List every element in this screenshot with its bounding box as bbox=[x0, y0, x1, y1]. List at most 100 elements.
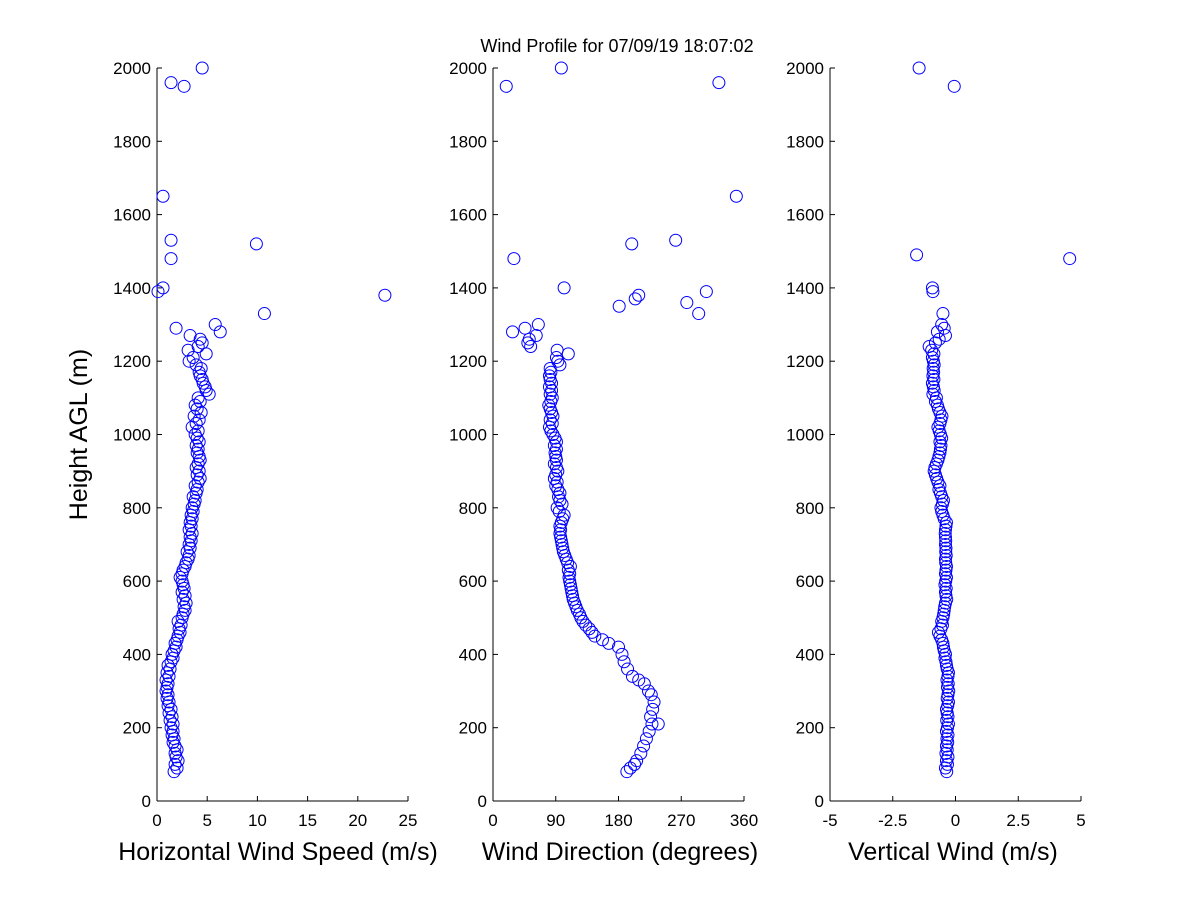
x-axis-label: Vertical Wind (m/s) bbox=[848, 838, 1058, 866]
data-point bbox=[177, 79, 191, 93]
data-point bbox=[176, 563, 190, 577]
data-point bbox=[188, 479, 202, 493]
x-tick-label: 360 bbox=[730, 811, 758, 830]
data-point bbox=[182, 354, 196, 368]
data-point bbox=[939, 541, 953, 555]
data-point bbox=[188, 428, 202, 441]
data-point bbox=[644, 710, 658, 724]
data-point bbox=[547, 457, 561, 471]
x-tick-label: 180 bbox=[604, 811, 632, 830]
y-tick-label: 1200 bbox=[449, 352, 487, 371]
data-point bbox=[195, 336, 209, 350]
data-point bbox=[164, 233, 178, 247]
x-tick-label: 2.5 bbox=[1006, 811, 1030, 830]
data-point bbox=[625, 237, 639, 251]
data-point bbox=[639, 732, 653, 746]
y-tick-label: 1000 bbox=[113, 426, 151, 445]
data-point bbox=[936, 508, 950, 522]
data-point bbox=[185, 501, 199, 515]
data-point bbox=[729, 189, 743, 203]
y-tick-label: 800 bbox=[459, 499, 487, 518]
x-tick-label: 5 bbox=[1076, 811, 1085, 830]
y-tick-label: 600 bbox=[459, 572, 487, 591]
data-point bbox=[930, 325, 944, 339]
y-tick-label: 200 bbox=[459, 719, 487, 738]
data-point bbox=[191, 475, 205, 489]
data-point bbox=[930, 398, 944, 412]
data-point bbox=[630, 754, 644, 768]
data-point bbox=[170, 761, 184, 775]
data-point bbox=[621, 662, 635, 676]
data-point bbox=[164, 76, 178, 90]
data-point bbox=[669, 233, 683, 247]
data-point bbox=[193, 395, 207, 409]
data-point bbox=[188, 493, 202, 507]
data-point bbox=[926, 285, 940, 299]
y-tick-label: 1200 bbox=[113, 352, 151, 371]
data-point bbox=[579, 618, 593, 632]
data-point bbox=[550, 501, 564, 515]
data-point bbox=[171, 754, 185, 768]
data-point bbox=[612, 299, 626, 313]
x-tick-label: 0 bbox=[152, 811, 161, 830]
data-point bbox=[545, 384, 559, 398]
x-tick-label: -2.5 bbox=[878, 811, 907, 830]
data-point bbox=[925, 281, 939, 295]
data-point bbox=[563, 559, 577, 573]
data-point bbox=[506, 325, 520, 339]
data-point bbox=[175, 574, 189, 588]
data-point bbox=[938, 651, 952, 665]
data-point bbox=[612, 640, 625, 654]
data-point bbox=[191, 457, 205, 471]
data-point bbox=[680, 296, 694, 310]
y-tick-label: 0 bbox=[142, 792, 151, 811]
data-point bbox=[941, 669, 955, 683]
data-point bbox=[507, 252, 521, 266]
data-point bbox=[933, 446, 947, 460]
data-point bbox=[202, 387, 216, 401]
data-point bbox=[938, 567, 952, 581]
y-tick-label: 1800 bbox=[449, 132, 487, 151]
x-tick-label: 25 bbox=[399, 811, 418, 830]
data-point bbox=[213, 325, 227, 339]
data-point bbox=[933, 442, 947, 456]
x-tick-label: 0 bbox=[488, 811, 497, 830]
data-point bbox=[595, 633, 609, 647]
data-point bbox=[173, 570, 187, 584]
data-point bbox=[181, 343, 195, 357]
y-tick-label: 1200 bbox=[786, 352, 824, 371]
data-point bbox=[522, 332, 536, 346]
data-point bbox=[644, 688, 658, 702]
data-point bbox=[257, 307, 271, 321]
data-point bbox=[939, 534, 953, 548]
data-point bbox=[646, 702, 660, 716]
y-tick-label: 600 bbox=[123, 572, 151, 591]
data-point bbox=[912, 61, 926, 75]
data-point bbox=[625, 669, 639, 683]
data-point bbox=[928, 336, 942, 350]
data-point bbox=[938, 523, 952, 537]
data-point bbox=[549, 351, 563, 365]
y-tick-label: 1400 bbox=[449, 279, 487, 298]
data-point bbox=[939, 556, 953, 570]
data-point bbox=[189, 417, 203, 431]
data-point bbox=[185, 526, 199, 540]
data-point bbox=[572, 607, 586, 621]
data-point bbox=[553, 358, 567, 372]
data-point bbox=[531, 318, 545, 332]
data-point bbox=[191, 442, 205, 456]
data-point bbox=[692, 307, 706, 321]
data-point bbox=[937, 607, 951, 621]
data-point bbox=[162, 669, 176, 683]
y-tick-label: 200 bbox=[123, 719, 151, 738]
data-point bbox=[190, 468, 204, 482]
data-point bbox=[933, 428, 947, 441]
data-point bbox=[628, 757, 642, 771]
data-point bbox=[162, 706, 176, 720]
data-point bbox=[647, 695, 661, 709]
data-point bbox=[199, 347, 213, 361]
data-point bbox=[645, 717, 659, 731]
y-tick-label: 2000 bbox=[113, 59, 151, 78]
data-point bbox=[935, 409, 949, 423]
data-point bbox=[576, 614, 590, 628]
